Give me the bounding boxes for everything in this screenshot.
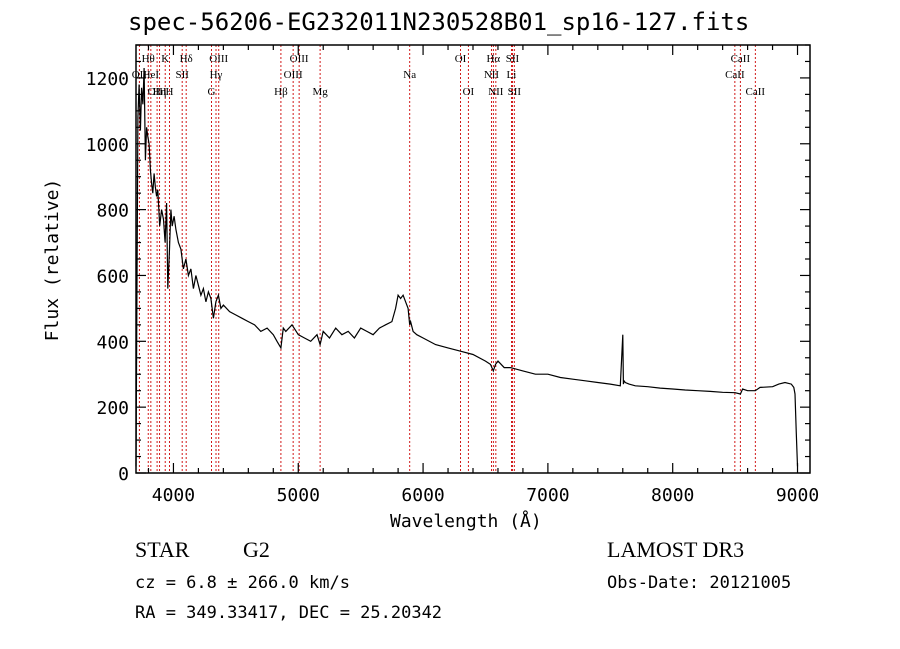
observation-date: Obs-Date: 20121005: [607, 573, 792, 593]
line-marker-label: CaII: [746, 86, 766, 98]
line-marker-label: Hθ: [142, 53, 155, 65]
emission-line-markers: [138, 45, 756, 473]
chart-title: spec-56206-EG232011N230528B01_sp16-127.f…: [128, 8, 750, 36]
line-marker-label: Hη: [153, 86, 167, 98]
y-tick-label: 1000: [86, 135, 129, 156]
line-marker-label: G: [208, 86, 216, 98]
line-marker-label: Hβ: [274, 86, 288, 98]
line-marker-label: SII: [508, 86, 522, 98]
line-marker-label: Li: [507, 69, 517, 81]
y-axis-ticks: 0 200 400 600 800 1000 1200: [86, 44, 810, 485]
plot-frame: [135, 44, 811, 474]
x-tick-label: 6000: [401, 485, 444, 506]
x-tick-label: 4000: [152, 485, 195, 506]
line-marker-label: OIII: [284, 69, 303, 81]
y-tick-label: 200: [96, 398, 129, 419]
spectrum-line: [135, 67, 799, 467]
y-tick-label: 0: [118, 464, 129, 485]
line-marker-label: NII: [488, 86, 504, 98]
redshift-cz: cz = 6.8 ± 266.0 km/s: [135, 573, 350, 593]
x-tick-label: 5000: [277, 485, 320, 506]
y-tick-label: 400: [96, 332, 129, 353]
y-tick-label: 600: [96, 266, 129, 287]
survey-name: LAMOST DR3: [607, 537, 745, 562]
line-marker-label: HeI: [143, 69, 160, 81]
line-marker-label: Hδ: [180, 53, 193, 65]
line-marker-label: Na: [403, 69, 416, 81]
line-marker-label: OIII: [148, 86, 167, 98]
x-axis-label: Wavelength (Å): [390, 511, 542, 532]
object-class: STAR: [135, 537, 190, 562]
ra-dec-coordinates: RA = 349.33417, DEC = 25.20342: [135, 603, 443, 623]
x-tick-label: 7000: [526, 485, 569, 506]
x-axis-ticks: 4000 5000 6000 7000 8000 9000: [147, 45, 819, 506]
line-marker-label: K: [161, 53, 169, 65]
line-marker-label: CaII: [725, 69, 745, 81]
line-marker-label: H: [165, 86, 173, 98]
line-marker-label: Mg: [312, 86, 328, 98]
line-marker-label: OI: [455, 53, 467, 65]
line-marker-label: SII: [175, 69, 189, 81]
x-tick-label: 9000: [776, 485, 819, 506]
y-axis-label: Flux (relative): [42, 179, 63, 342]
line-marker-label: OIII: [209, 53, 228, 65]
line-marker-label: Hγ: [210, 69, 223, 81]
object-subclass: G2: [243, 537, 270, 562]
line-marker-label: Hα: [486, 53, 500, 65]
line-marker-label: OI: [463, 86, 475, 98]
y-tick-label: 1200: [86, 69, 129, 90]
y-tick-label: 800: [96, 201, 129, 222]
line-marker-label: SII: [506, 53, 520, 65]
line-marker-label: CaII: [731, 53, 751, 65]
x-tick-label: 8000: [651, 485, 694, 506]
line-marker-label: NII: [484, 69, 500, 81]
line-marker-label: OIII: [290, 53, 309, 65]
